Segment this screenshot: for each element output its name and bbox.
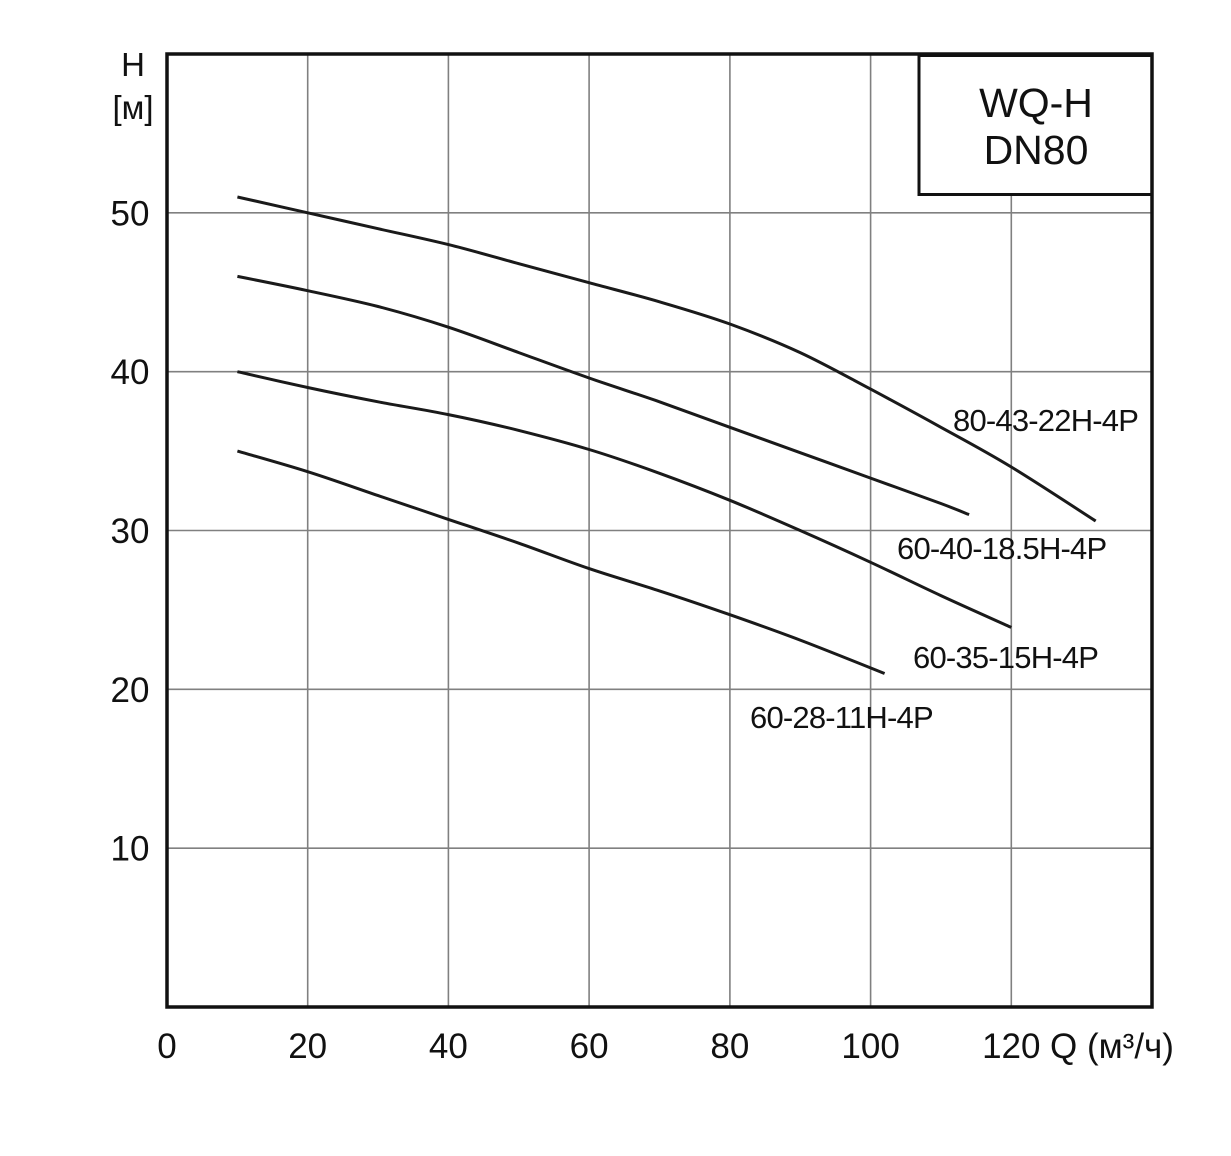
series-label-1: 80-43-22H-4P xyxy=(953,403,1138,438)
series-line-2 xyxy=(237,274,970,517)
series-line-3 xyxy=(237,370,1012,629)
plot-frame xyxy=(165,52,1154,1009)
x-tick-label: 60 xyxy=(570,1027,609,1066)
x-tick-label: 120 xyxy=(982,1027,1040,1066)
model-box: WQ-H DN80 xyxy=(917,54,1154,196)
x-tick-label: 20 xyxy=(288,1027,327,1066)
x-tick-label: 100 xyxy=(841,1027,899,1066)
curves xyxy=(236,195,1097,675)
y-tick-label: 10 xyxy=(111,830,150,869)
y-axis-unit: [м] xyxy=(112,89,153,126)
series-line-4 xyxy=(236,449,886,675)
y-axis-label: H xyxy=(121,46,145,83)
y-tick-label: 50 xyxy=(111,194,150,233)
x-tick-label: 0 xyxy=(157,1027,176,1066)
x-tick-labels: 0 20 40 60 80 100 120 xyxy=(157,1027,1040,1066)
x-axis-label: Q (м³/ч) xyxy=(1050,1027,1174,1066)
series-line-1 xyxy=(237,195,1097,523)
series-label-2: 60-40-18.5H-4P xyxy=(897,531,1106,566)
model-line-1: WQ-H xyxy=(979,80,1093,126)
y-tick-label: 30 xyxy=(111,512,150,551)
y-tick-label: 20 xyxy=(111,671,150,710)
grid xyxy=(167,54,1152,1007)
series-label-4: 60-28-11H-4P xyxy=(750,700,933,735)
model-line-2: DN80 xyxy=(984,127,1089,173)
x-tick-label: 80 xyxy=(710,1027,749,1066)
series-labels: 80-43-22H-4P 60-40-18.5H-4P 60-35-15H-4P 60… xyxy=(750,403,1139,735)
y-tick-label: 40 xyxy=(111,353,150,392)
y-tick-labels: 10 20 30 40 50 xyxy=(111,194,150,868)
x-tick-label: 40 xyxy=(429,1027,468,1066)
series-label-3: 60-35-15H-4P xyxy=(913,640,1098,675)
